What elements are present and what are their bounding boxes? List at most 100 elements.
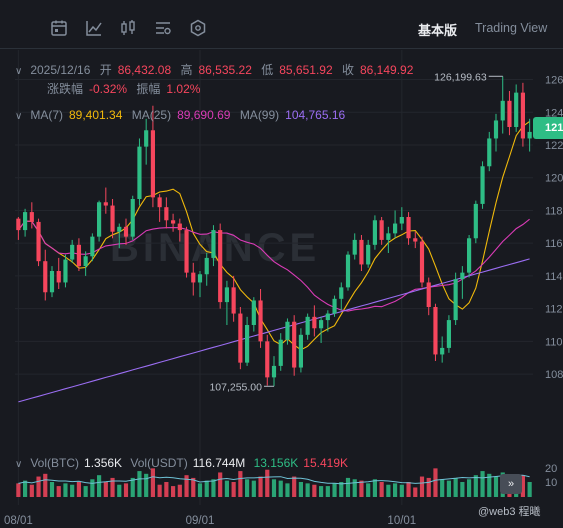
candle-body: [352, 239, 357, 255]
candle: [453, 272, 458, 325]
volume-bar: [76, 482, 81, 497]
candle-body: [245, 325, 250, 363]
candle-body: [386, 233, 391, 240]
candle: [265, 334, 270, 386]
candle: [446, 315, 451, 353]
price-tick-label: 122: [545, 140, 563, 152]
vol-collapse-chevron-icon[interactable]: ∨: [15, 459, 23, 470]
top-strip: [0, 0, 563, 6]
candle-body: [184, 230, 189, 273]
price-tick-label: 112: [545, 304, 563, 316]
candle-body: [413, 238, 418, 242]
volume-bar: [97, 475, 102, 497]
vol-ma1-value: 13.156K: [253, 456, 299, 470]
change-value: -0.32%: [89, 82, 128, 96]
candle: [507, 91, 512, 136]
candle-body: [480, 166, 485, 204]
volume-bar: [36, 476, 41, 497]
low-price-label: 107,255.00: [209, 381, 262, 393]
ma99-label: MA(99): [239, 108, 280, 122]
candle-body: [345, 254, 351, 288]
hexagon-icon[interactable]: [189, 19, 207, 37]
volume-bar: [245, 479, 250, 497]
ma-collapse-chevron-icon[interactable]: ∨: [15, 111, 23, 122]
candle: [63, 254, 68, 288]
candle: [433, 303, 438, 361]
candle-body: [16, 218, 21, 231]
candle-body: [197, 274, 203, 283]
volume-bar: [49, 482, 55, 497]
candle: [440, 336, 445, 363]
volume-bar: [16, 483, 21, 497]
volume-bar: [379, 482, 384, 497]
candle: [157, 194, 162, 222]
candle: [177, 218, 182, 242]
calendar-icon[interactable]: [50, 19, 68, 37]
candle-body: [453, 279, 458, 321]
candle: [70, 239, 75, 263]
volume-bar: [493, 476, 499, 497]
candle: [204, 253, 209, 286]
candle: [36, 218, 41, 267]
scroll-right-icon[interactable]: »: [500, 474, 522, 494]
ma99-line: [18, 258, 530, 403]
candle-body: [211, 230, 216, 258]
candle-body: [339, 287, 344, 299]
basic-mode-tab[interactable]: 基本版: [418, 23, 458, 38]
candle: [43, 249, 48, 301]
candlestick-icon[interactable]: [119, 19, 137, 37]
candle: [298, 328, 303, 373]
volume-bar: [56, 486, 61, 497]
volume-bar: [359, 480, 364, 497]
candle-body: [487, 138, 492, 167]
candle-body: [278, 339, 283, 366]
candle: [150, 105, 155, 208]
candles: [16, 76, 532, 387]
indicator-settings-icon[interactable]: [154, 19, 172, 37]
author-note: @web3 程曦: [478, 506, 541, 518]
candle-body: [366, 244, 371, 265]
candle-body: [103, 202, 108, 206]
candle-body: [271, 365, 277, 378]
candle-body: [238, 313, 243, 363]
candle: [339, 282, 344, 311]
candle: [238, 307, 243, 370]
volume-tick-label: 10: [545, 477, 557, 489]
volume-bar: [265, 469, 270, 497]
tradingview-mode-tab[interactable]: Trading View: [475, 21, 548, 35]
ohlc-date: 2025/12/16: [30, 63, 91, 77]
volume-bar: [487, 473, 492, 497]
volume-bar: [413, 487, 418, 497]
volume-bar: [204, 480, 209, 497]
candle: [419, 236, 425, 288]
volume-bar: [399, 484, 404, 497]
vol-ma2-value: 15.419K: [303, 456, 349, 470]
candle-body: [177, 223, 182, 231]
candle-body: [123, 226, 129, 237]
volume-bar: [251, 480, 256, 497]
volume-bar: [83, 486, 88, 497]
candle: [197, 271, 203, 298]
volume-bar: [137, 471, 142, 497]
candle: [312, 305, 317, 337]
candle: [473, 200, 478, 244]
volume-bar: [144, 473, 149, 497]
candle-body: [157, 197, 162, 208]
volume-bar: [473, 475, 478, 497]
candle-body: [76, 244, 81, 267]
open-value: 86,432.08: [117, 63, 172, 77]
candle: [83, 251, 88, 276]
candle: [426, 277, 431, 316]
volume-bar: [177, 484, 182, 497]
price-tick-label: 114: [545, 271, 563, 283]
candle-body: [63, 259, 68, 283]
collapse-chevron-icon[interactable]: ∨: [15, 66, 23, 77]
candle-body: [379, 220, 384, 240]
volume-bar: [63, 483, 68, 497]
candle-body: [419, 241, 425, 283]
candle-body: [446, 320, 451, 348]
line-chart-icon[interactable]: [85, 19, 103, 37]
volume-bar: [527, 482, 532, 497]
volume-bar: [23, 480, 28, 497]
